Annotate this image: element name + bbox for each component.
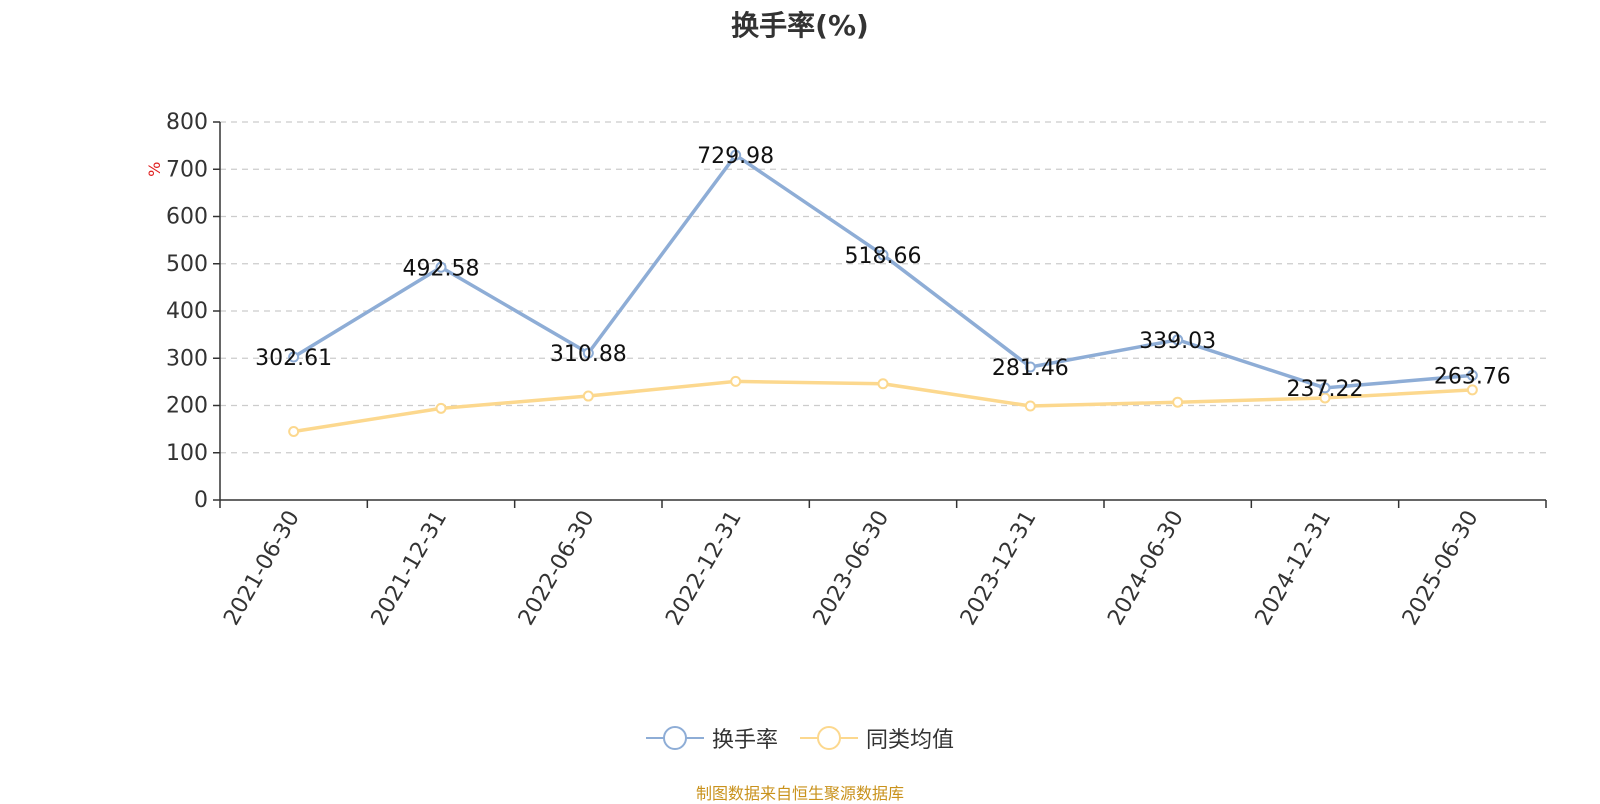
data-point (1172, 396, 1184, 408)
y-tick-label: 100 (166, 441, 208, 466)
data-point (582, 390, 594, 402)
axes: 0 100 200 300 400 500 600 700 800% 2021-06-30 2021… (145, 110, 1547, 630)
data-label: 729.98 (697, 144, 774, 169)
x-tick-label: 2023-12-31 (956, 507, 1042, 630)
x-tick-label: 2022-12-31 (661, 507, 747, 630)
data-point (1172, 334, 1184, 346)
data-point (1319, 382, 1331, 394)
data-point (1024, 361, 1036, 373)
legend-item[interactable]: 同类均值 (800, 722, 954, 754)
y-tick-label: 500 (166, 252, 208, 277)
x-tick-label: 2021-12-31 (367, 507, 453, 630)
legend-label: 同类均值 (866, 728, 955, 753)
x-tick-label: 2024-12-31 (1251, 507, 1337, 630)
grid-lines (220, 121, 1546, 454)
data-label: 310.88 (550, 342, 627, 367)
legend-label: 换手率 (711, 728, 778, 753)
data-point (1466, 384, 1478, 396)
x-tick-label: 2024-06-30 (1103, 507, 1189, 630)
data-point (582, 347, 594, 359)
legend-item[interactable]: 换手率 (645, 722, 778, 754)
data-label: 339.03 (1139, 329, 1216, 354)
data-label: 237.22 (1287, 377, 1364, 402)
legend-swatch-icon (800, 726, 858, 750)
data-point (435, 402, 447, 414)
y-tick-label: 700 (166, 157, 208, 182)
x-tick-label: 2025-06-30 (1398, 507, 1484, 630)
data-label: 492.58 (403, 256, 480, 281)
legend: 换手率 同类均值 (0, 722, 1600, 754)
chart-title: 换手率(%) (731, 9, 869, 42)
data-point (435, 261, 447, 273)
data-point (288, 351, 300, 363)
data-point (730, 149, 742, 161)
data-label: 281.46 (992, 356, 1069, 381)
data-point (1024, 400, 1036, 412)
y-tick-label: 600 (166, 205, 208, 230)
data-point (1319, 392, 1331, 404)
y-axis-unit-label: % (145, 162, 164, 177)
data-point (730, 375, 742, 387)
series (288, 149, 1478, 437)
legend-swatch-icon (645, 726, 704, 750)
data-label: 518.66 (845, 244, 922, 269)
x-tick-label: 2022-06-30 (514, 507, 600, 630)
data-point (1466, 369, 1478, 381)
x-tick-label: 2023-06-30 (809, 507, 895, 630)
x-tick-label: 2021-06-30 (219, 507, 305, 630)
data-label: 263.76 (1434, 364, 1511, 389)
y-tick-label: 200 (166, 394, 208, 419)
data-point (877, 249, 889, 261)
data-point (288, 425, 300, 437)
y-tick-label: 0 (194, 488, 208, 513)
y-tick-label: 300 (166, 346, 208, 371)
data-label: 302.61 (255, 346, 332, 371)
data-point (877, 378, 889, 390)
source-note: 制图数据来自恒生聚源数据库 (695, 784, 904, 803)
y-tick-label: 800 (166, 110, 208, 135)
data-labels: 302.61 492.58 310.88 729.98 518.66 281.46 339.… (255, 144, 1511, 402)
y-tick-label: 400 (166, 299, 208, 324)
